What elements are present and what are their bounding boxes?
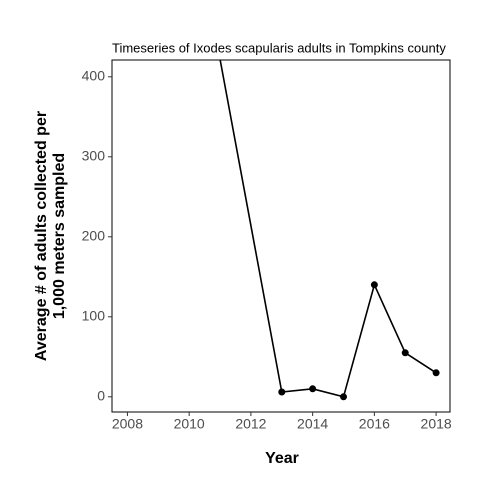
y-tick-label: 0: [97, 388, 105, 404]
x-axis-label: Year: [265, 450, 299, 467]
y-axis-label-line: 1,000 meters sampled: [51, 153, 68, 319]
y-tick-label: 300: [82, 148, 106, 164]
x-tick-label: 2016: [359, 416, 390, 432]
y-axis-label: Average # of adults collected per 1,000 …: [33, 111, 68, 361]
y-tick-label: 400: [82, 68, 106, 84]
plot-area: [219, 60, 440, 401]
panel-border: [111, 59, 451, 413]
x-tick-label: 2018: [421, 416, 452, 432]
chart-title: Timeseries of Ixodes scapularis adults i…: [112, 40, 446, 55]
x-tick-label: 2008: [112, 416, 143, 432]
point: [278, 388, 286, 396]
y-tick-label: 100: [82, 308, 106, 324]
x-tick-label: 2012: [235, 416, 266, 432]
y-axis-label-line: Average # of adults collected per: [33, 111, 50, 361]
y-tick-label: 200: [82, 228, 106, 244]
x-tick-label: 2014: [297, 416, 328, 432]
point: [401, 349, 409, 357]
point: [340, 393, 348, 401]
point: [370, 281, 378, 289]
point: [309, 385, 317, 393]
point: [432, 369, 440, 377]
x-tick-label: 2010: [174, 416, 205, 432]
